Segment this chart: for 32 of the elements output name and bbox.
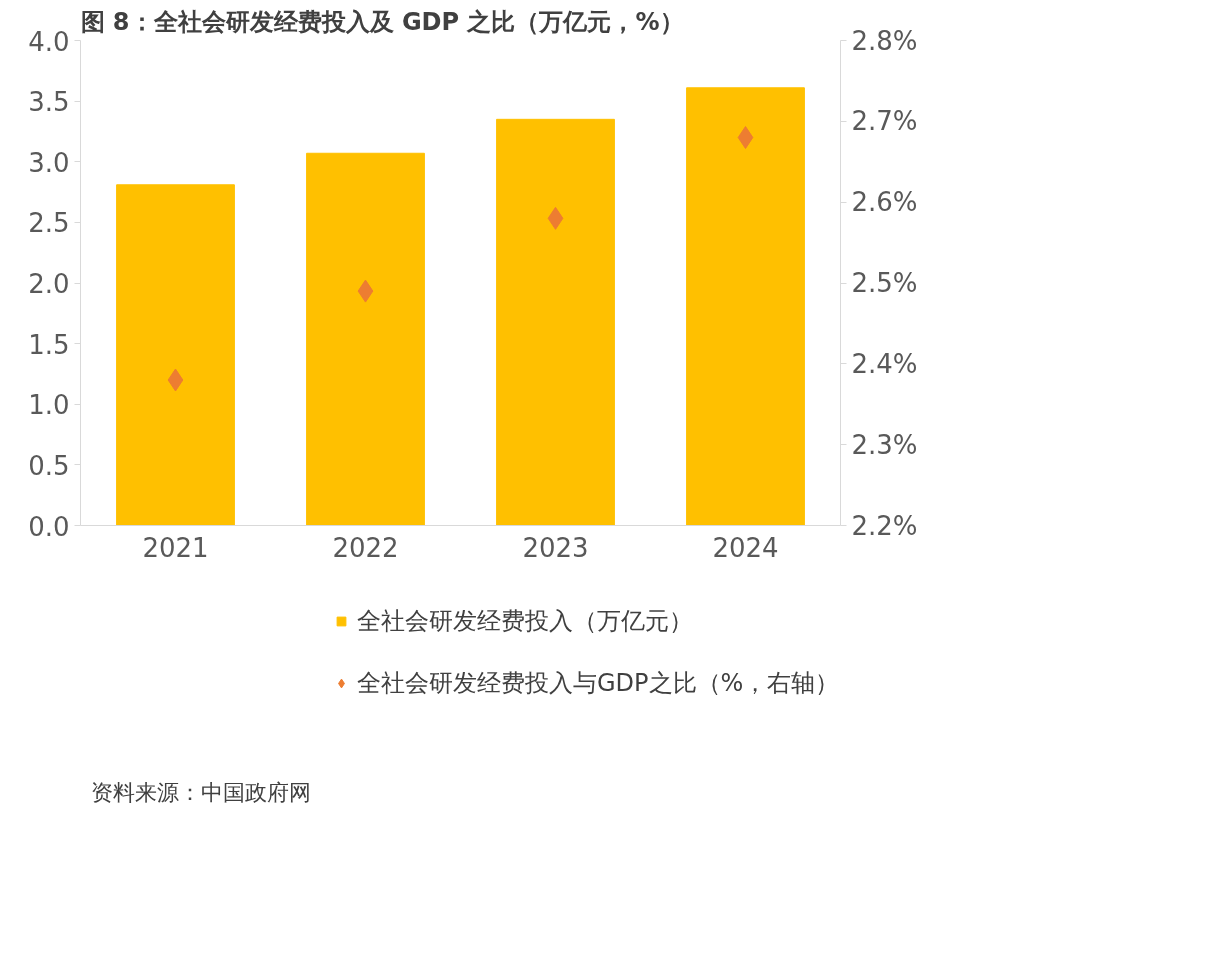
y-tick-label: 2.5 xyxy=(28,208,70,239)
y-tick-label: 1.5 xyxy=(28,329,70,360)
bar xyxy=(686,87,805,526)
point xyxy=(737,126,754,149)
y-tick-label: 3.5 xyxy=(28,87,70,118)
point xyxy=(547,206,564,230)
legend-label: 全社会研发经费投入与GDP之比（%，右轴） xyxy=(357,668,840,699)
x-tick-label: 2022 xyxy=(332,532,399,563)
x-tick-label: 2024 xyxy=(712,532,779,563)
y2-tick-label: 2.7% xyxy=(851,106,918,137)
y-tick-label: 0.5 xyxy=(28,450,70,481)
y2-tick-label: 2.2% xyxy=(851,510,918,541)
text: 资料来源：中国政府网 xyxy=(90,779,311,805)
y2-tick-label: 2.4% xyxy=(851,348,918,379)
bar xyxy=(116,184,235,526)
y-tick-label: 3.0 xyxy=(28,147,70,178)
chart-title: 图 8：全社会研发经费投入及 GDP 之比（万亿元，%） xyxy=(80,7,684,36)
y2-tick-label: 2.8% xyxy=(851,25,918,56)
point xyxy=(167,368,184,392)
point xyxy=(357,279,374,303)
x-tick-label: 2021 xyxy=(142,532,209,563)
x-tick-label: 2023 xyxy=(522,532,589,563)
y2-tick-label: 2.3% xyxy=(851,429,918,460)
y-tick-label: 0.0 xyxy=(28,511,70,542)
y-tick-label: 1.0 xyxy=(28,390,70,421)
y2-tick-label: 2.5% xyxy=(851,268,918,298)
bar xyxy=(496,118,615,526)
y-tick-label: 2.0 xyxy=(28,269,70,299)
y2-tick-label: 2.6% xyxy=(851,187,918,218)
legend-label: 全社会研发经费投入（万亿元） xyxy=(357,606,693,637)
y-tick-label: 4.0 xyxy=(28,26,70,57)
bar xyxy=(306,152,425,526)
